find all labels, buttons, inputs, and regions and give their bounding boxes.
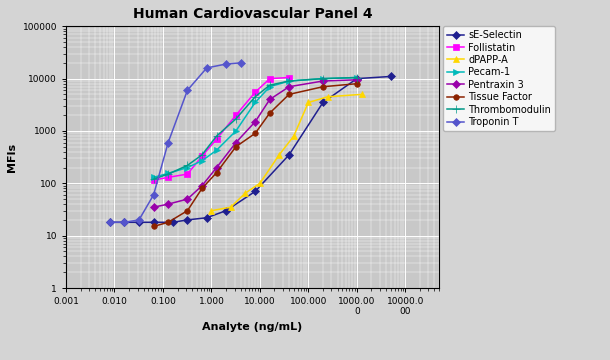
Follistatin (150, 178, 157, 182)
Tissue Factor (319, 85, 326, 89)
Follistatin (285, 75, 293, 80)
Line: Pecam-1: Pecam-1 (151, 75, 359, 180)
Thrombomodulin (319, 76, 326, 81)
Troponin T (150, 193, 157, 197)
Troponin T (184, 88, 191, 93)
Pentraxin 3 (285, 85, 293, 89)
Tissue Factor (165, 220, 172, 224)
sE-Selectin (135, 220, 143, 224)
Thrombomodulin (353, 75, 361, 80)
Pentraxin 3 (353, 78, 361, 82)
Thrombomodulin (150, 177, 157, 181)
Thrombomodulin (198, 153, 206, 157)
sE-Selectin (251, 189, 259, 194)
sE-Selectin (150, 220, 157, 224)
Follistatin (165, 175, 172, 180)
Follistatin (232, 113, 240, 117)
Follistatin (184, 172, 191, 176)
Thrombomodulin (251, 95, 259, 99)
Pentraxin 3 (232, 140, 240, 145)
Pentraxin 3 (150, 205, 157, 209)
dPAPP-A (256, 181, 264, 185)
Follistatin (198, 154, 206, 158)
dPAPP-A (324, 95, 331, 99)
sE-Selectin (285, 153, 293, 157)
Troponin T (165, 140, 172, 145)
dPAPP-A (290, 134, 298, 138)
sE-Selectin (121, 220, 128, 224)
dPAPP-A (227, 205, 234, 209)
sE-Selectin (169, 220, 176, 224)
Pecam-1 (198, 158, 206, 163)
Pecam-1 (184, 165, 191, 170)
sE-Selectin (223, 208, 230, 213)
Tissue Factor (184, 208, 191, 213)
Tissue Factor (232, 145, 240, 149)
Tissue Factor (251, 131, 259, 135)
Follistatin (266, 76, 273, 81)
dPAPP-A (208, 208, 215, 213)
Pentraxin 3 (266, 97, 273, 102)
Line: dPAPP-A: dPAPP-A (208, 91, 365, 214)
sE-Selectin (106, 220, 113, 224)
X-axis label: Analyte (ng/mL): Analyte (ng/mL) (203, 322, 303, 332)
Pecam-1 (165, 171, 172, 176)
Pentraxin 3 (184, 197, 191, 201)
Tissue Factor (198, 186, 206, 190)
Thrombomodulin (285, 79, 293, 83)
Troponin T (223, 62, 230, 66)
Line: Pentraxin 3: Pentraxin 3 (151, 77, 359, 210)
Thrombomodulin (165, 172, 172, 176)
Pecam-1 (150, 175, 157, 180)
Pentraxin 3 (251, 120, 259, 124)
sE-Selectin (184, 218, 191, 222)
Pentraxin 3 (319, 79, 326, 83)
Troponin T (237, 61, 244, 65)
Pentraxin 3 (213, 165, 220, 170)
Thrombomodulin (266, 83, 273, 87)
Line: Tissue Factor: Tissue Factor (151, 81, 359, 229)
Troponin T (203, 66, 210, 70)
sE-Selectin (319, 100, 326, 105)
Pentraxin 3 (198, 184, 206, 188)
dPAPP-A (304, 100, 312, 105)
Title: Human Cardiovascular Panel 4: Human Cardiovascular Panel 4 (133, 7, 373, 21)
Tissue Factor (285, 92, 293, 96)
dPAPP-A (358, 92, 365, 96)
Pecam-1 (213, 148, 220, 152)
Pentraxin 3 (165, 202, 172, 206)
Y-axis label: MFIs: MFIs (7, 143, 17, 172)
Troponin T (135, 218, 143, 222)
Pecam-1 (266, 85, 273, 89)
Pecam-1 (251, 100, 259, 105)
Tissue Factor (213, 171, 220, 175)
dPAPP-A (276, 153, 283, 157)
Troponin T (106, 220, 113, 224)
Thrombomodulin (184, 163, 191, 167)
Thrombomodulin (232, 117, 240, 121)
Line: Follistatin: Follistatin (151, 75, 292, 183)
Line: Thrombomodulin: Thrombomodulin (149, 73, 361, 183)
Line: Troponin T: Troponin T (107, 60, 243, 225)
sE-Selectin (353, 76, 361, 81)
Tissue Factor (353, 81, 361, 86)
Pecam-1 (319, 76, 326, 81)
Tissue Factor (266, 111, 273, 115)
Pecam-1 (353, 75, 361, 80)
sE-Selectin (203, 216, 210, 220)
dPAPP-A (242, 191, 249, 195)
Pecam-1 (232, 129, 240, 133)
Tissue Factor (150, 224, 157, 229)
Line: sE-Selectin: sE-Selectin (107, 74, 393, 225)
Thrombomodulin (213, 134, 220, 138)
Follistatin (213, 137, 220, 141)
Legend: sE-Selectin, Follistatin, dPAPP-A, Pecam-1, Pentraxin 3, Tissue Factor, Thrombom: sE-Selectin, Follistatin, dPAPP-A, Pecam… (443, 26, 555, 131)
Pecam-1 (285, 79, 293, 83)
sE-Selectin (387, 74, 394, 78)
Troponin T (121, 220, 128, 224)
Follistatin (251, 90, 259, 94)
